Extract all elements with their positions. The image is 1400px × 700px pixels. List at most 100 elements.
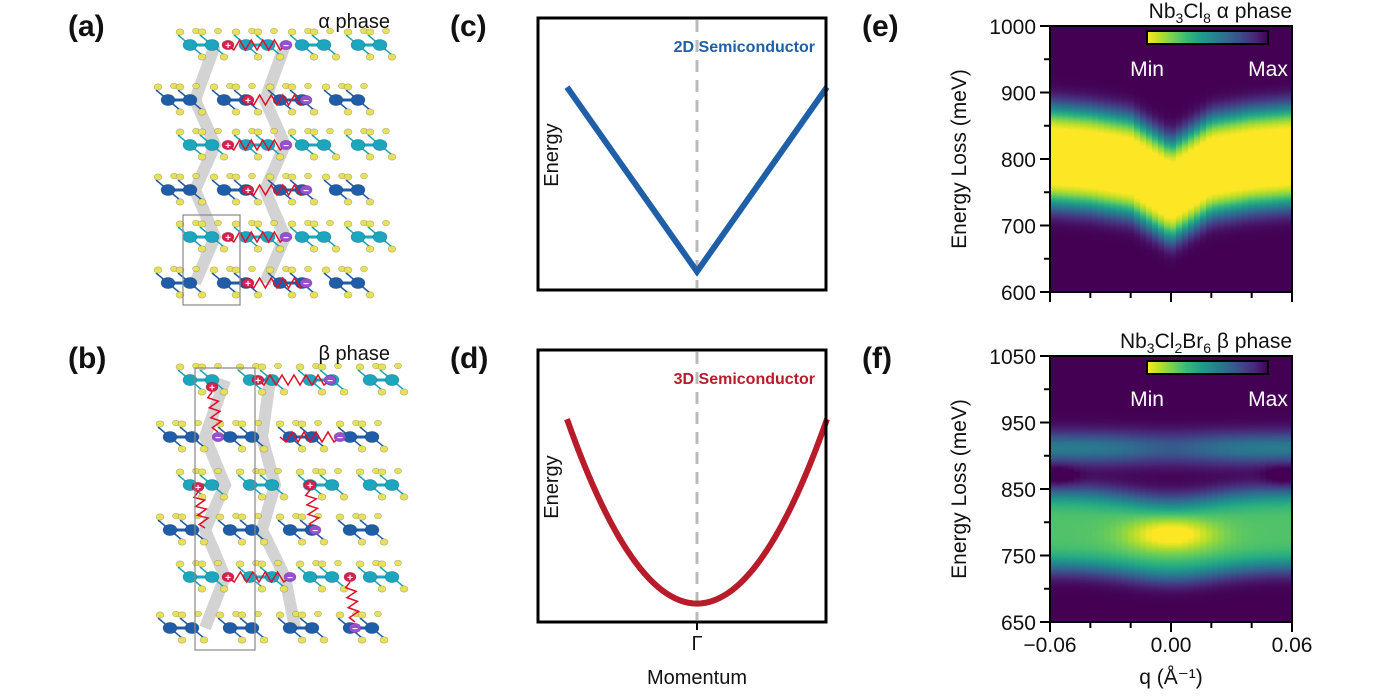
nb-atom (182, 277, 198, 289)
y-tick-label: 1000 (989, 16, 1036, 39)
spring (344, 581, 361, 623)
nb-atom (316, 139, 332, 151)
spring (304, 489, 321, 529)
cl-atom (237, 611, 247, 619)
series-line-2d (564, 85, 830, 277)
title-part: β phase (1211, 330, 1292, 353)
cl-atom (215, 611, 225, 619)
minus-icon: − (312, 526, 318, 537)
cl-atom (153, 266, 163, 274)
heatmap-alpha (1050, 26, 1292, 292)
nb-atom (384, 479, 400, 491)
cl-atom (237, 420, 247, 428)
cl-atom (343, 220, 353, 228)
cl-atom (309, 220, 319, 228)
plot-frame (536, 16, 828, 292)
minus-charge (308, 524, 322, 536)
plus-icon: + (225, 573, 231, 584)
cl-atom (304, 172, 312, 180)
cl-atom (339, 388, 349, 396)
spring (227, 38, 287, 52)
plus-icon: + (245, 96, 251, 107)
cl-atom (334, 362, 342, 370)
minus-icon: − (283, 41, 289, 52)
unit-cell-box (194, 367, 256, 651)
x-axis-label: Momentum (647, 667, 747, 689)
cl-atom (231, 266, 241, 274)
cl-atom (177, 420, 187, 428)
spring (227, 570, 291, 584)
nb-atom (244, 622, 260, 634)
minus-charge (299, 184, 313, 196)
minus-icon: − (287, 573, 293, 584)
nb-atom (316, 39, 332, 51)
cl-atom (326, 219, 334, 227)
minus-icon: − (215, 433, 221, 444)
panel-f-axes: 650 750 850 950 1050 −0.06 0.00 0.06 q (Å⁻¹) Ener… (948, 330, 1312, 689)
cl-atom (175, 560, 185, 568)
cl-atom (365, 108, 375, 116)
cl-atom (360, 172, 368, 180)
cl-atom (175, 220, 185, 228)
nb-atom (222, 431, 238, 443)
y-tick-label: 650 (1001, 612, 1036, 635)
cl-atom (197, 291, 207, 299)
nb-atom (384, 571, 400, 583)
cl-atom (235, 468, 245, 476)
cl-atom (331, 53, 341, 61)
cl-atom (257, 388, 267, 396)
plus-icon: + (255, 376, 261, 387)
cl-atom (237, 636, 247, 644)
nb-atom (182, 231, 198, 243)
panel-label-a: (a) (68, 10, 105, 43)
nb-atom (282, 622, 298, 634)
cl-atom (219, 53, 229, 61)
cl-atom (357, 611, 367, 619)
cl-atom (248, 82, 256, 90)
cl-atom (355, 468, 365, 476)
cl-atom (309, 53, 319, 61)
nb-atom (372, 139, 388, 151)
x-tick-label: 0.06 (1272, 634, 1313, 657)
cl-atom (377, 363, 387, 371)
cl-atom (270, 127, 278, 135)
cl-atom (317, 468, 327, 476)
nb-atom (242, 479, 258, 491)
cl-atom (379, 538, 389, 546)
cl-atom (287, 28, 297, 36)
cl-atom (257, 585, 267, 593)
cl-atom (199, 445, 209, 453)
nb-atom (182, 374, 198, 386)
cl-atom (374, 419, 382, 427)
cl-atom (357, 445, 367, 453)
nb-atom (294, 39, 310, 51)
plus-charge (221, 571, 235, 583)
cl-atom (297, 445, 307, 453)
panel-label-f: (f) (862, 342, 892, 375)
nb-atom (184, 524, 200, 536)
minus-charge (299, 94, 313, 106)
cl-atom (275, 153, 285, 161)
cl-atom (274, 362, 282, 370)
nb-atom (244, 524, 260, 536)
minus-charge (279, 39, 293, 51)
cl-atom (317, 363, 327, 371)
cl-atom (231, 128, 241, 136)
cl-atom (321, 83, 331, 91)
nb-atom (216, 94, 232, 106)
title-part: 8 (1203, 10, 1211, 26)
title-part: Nb (1149, 0, 1176, 23)
cl-atom (365, 220, 375, 228)
nb-atom (350, 94, 366, 106)
cl-atom (231, 108, 241, 116)
cl-atom (209, 83, 219, 91)
cl-atom (275, 611, 285, 619)
cl-atom (257, 363, 267, 371)
nb-atom (364, 431, 380, 443)
cl-atom (287, 173, 297, 181)
plus-icon: + (307, 481, 313, 492)
plot-frame (536, 348, 828, 624)
cl-atom (197, 245, 207, 253)
nb-atom (182, 94, 198, 106)
cl-atom (253, 245, 263, 253)
